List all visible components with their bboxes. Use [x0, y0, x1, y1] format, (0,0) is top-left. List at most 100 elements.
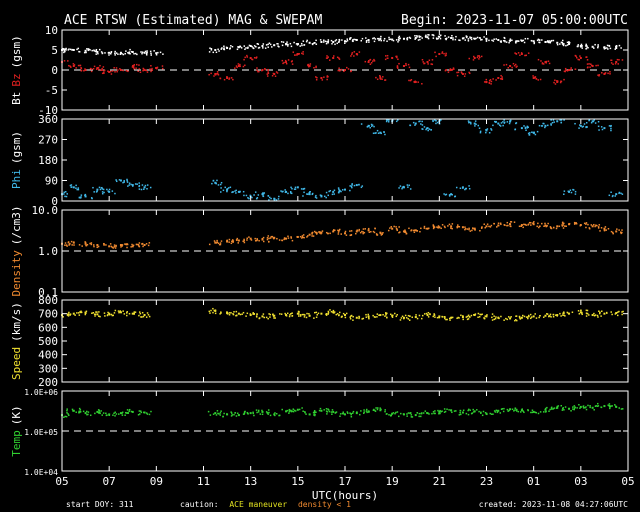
data-point — [361, 230, 363, 233]
data-point — [491, 316, 493, 319]
data-point — [391, 227, 394, 230]
data-point — [311, 232, 313, 234]
data-point — [427, 227, 430, 230]
data-point — [464, 188, 466, 191]
data-point — [609, 47, 612, 50]
data-point — [78, 407, 81, 410]
data-point — [401, 187, 403, 190]
data-point — [608, 45, 611, 47]
data-point — [303, 313, 305, 316]
data-point — [262, 195, 265, 198]
data-point — [119, 68, 121, 70]
data-point — [586, 66, 589, 69]
data-point — [397, 38, 400, 41]
data-point — [481, 38, 483, 41]
data-point — [377, 37, 379, 40]
data-point — [217, 412, 219, 415]
data-point — [528, 314, 530, 317]
data-point — [397, 58, 399, 61]
data-point — [611, 231, 614, 234]
data-point — [445, 193, 448, 196]
data-point — [290, 410, 293, 413]
data-point — [115, 67, 118, 69]
data-point — [369, 63, 372, 66]
data-point — [344, 314, 346, 317]
data-point — [66, 408, 68, 410]
data-point — [565, 69, 567, 72]
data-point — [270, 197, 272, 200]
data-point — [539, 411, 542, 413]
data-point — [119, 53, 122, 56]
data-point — [121, 245, 123, 247]
data-point — [320, 232, 322, 235]
data-point — [340, 316, 343, 318]
y-axis-label: Density(/cm3) — [10, 205, 23, 296]
data-point — [547, 124, 549, 127]
data-point — [139, 413, 141, 415]
data-point — [339, 415, 341, 418]
data-point — [436, 38, 438, 40]
data-point — [297, 310, 300, 313]
data-point — [131, 65, 134, 68]
data-point — [372, 314, 374, 317]
data-point — [96, 188, 99, 191]
data-point — [597, 74, 599, 76]
data-point — [293, 41, 295, 44]
data-point — [90, 242, 93, 244]
data-point — [344, 413, 346, 416]
data-point — [63, 191, 65, 194]
data-point — [375, 407, 377, 409]
data-point — [328, 59, 331, 61]
data-point — [69, 65, 72, 68]
data-point — [486, 128, 489, 130]
data-point — [65, 195, 68, 198]
data-point — [339, 413, 342, 415]
data-point — [507, 66, 510, 69]
data-point — [332, 57, 335, 59]
data-point — [284, 59, 287, 62]
data-point — [273, 44, 275, 46]
data-point — [587, 404, 589, 407]
data-point — [101, 414, 103, 416]
data-point — [421, 59, 424, 61]
data-point — [588, 63, 590, 65]
data-point — [585, 309, 588, 312]
data-point — [511, 39, 513, 42]
data-point — [306, 235, 309, 237]
data-point — [595, 64, 597, 67]
data-point — [108, 190, 111, 193]
data-point — [319, 39, 322, 41]
data-point — [441, 316, 444, 318]
data-point — [581, 47, 583, 49]
data-point — [377, 407, 379, 409]
data-point — [268, 196, 271, 199]
data-point — [314, 414, 316, 417]
data-point — [118, 179, 121, 181]
data-point — [514, 407, 517, 409]
data-point — [78, 411, 80, 414]
data-point — [451, 194, 453, 196]
data-point — [500, 74, 502, 77]
data-point — [318, 231, 321, 233]
data-point — [464, 187, 467, 190]
data-point — [305, 40, 308, 43]
data-point — [405, 231, 407, 234]
data-point — [505, 63, 508, 66]
data-point — [273, 317, 275, 319]
data-point — [230, 415, 233, 417]
data-point — [323, 195, 326, 198]
data-point — [291, 63, 294, 65]
data-point — [561, 409, 564, 411]
data-point — [409, 124, 411, 127]
data-point — [268, 411, 270, 414]
y-tick-label: 1.0 — [38, 245, 58, 258]
data-point — [230, 242, 233, 245]
data-point — [579, 224, 582, 227]
data-point — [231, 45, 234, 48]
data-point — [361, 185, 364, 187]
data-point — [146, 50, 148, 52]
data-point — [490, 129, 493, 131]
data-point — [282, 62, 284, 65]
data-point — [372, 37, 374, 40]
y-tick-label: 0.1 — [38, 286, 58, 299]
